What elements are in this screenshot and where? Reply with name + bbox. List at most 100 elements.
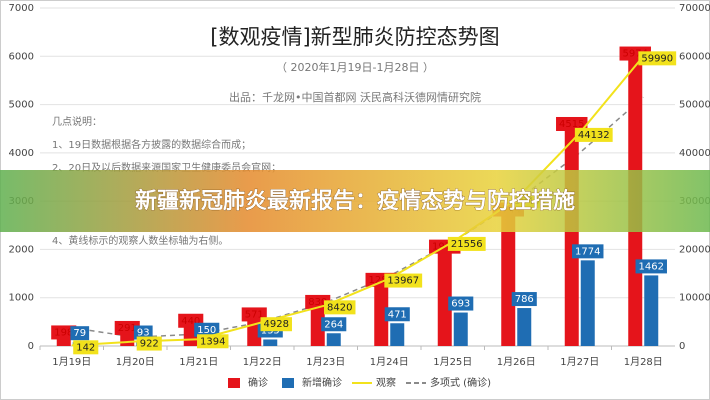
line [71,55,645,347]
data-label: 830 [308,297,327,308]
bar [56,336,71,346]
y-tick-label: 5000 [9,100,34,111]
data-label-box [51,325,77,340]
bar [644,275,659,346]
data-label-box [133,325,153,340]
legend-label: 确诊 [248,376,268,389]
x-tick-label: 1月22日 [243,356,282,368]
legend-label: 观察 [376,376,396,389]
data-label-box [511,292,537,307]
y-tick-label: 0 [28,341,34,352]
y2-tick-label: 10000 [679,293,710,304]
data-label-box [260,317,292,332]
data-label: 8420 [327,302,352,313]
y-tick-label: 6000 [9,51,34,62]
bar [501,213,516,346]
data-label-box [384,273,423,288]
data-label: 79 [73,328,86,339]
data-label-box [384,307,410,322]
banner [0,170,710,232]
note: 1、19日数据根据各方披露的数据综合而成； [52,138,251,151]
data-label: 93 [137,328,150,339]
y-tick-label: 2000 [9,244,34,255]
legend-swatch [228,378,240,388]
data-label: 922 [140,339,159,350]
data-label: 5974 [623,49,648,60]
data-label-box [324,300,356,315]
data-label-box [197,334,229,349]
bar [517,308,532,346]
data-label: 471 [388,309,407,320]
data-label: 693 [451,299,470,310]
bar [263,339,278,346]
x-tick-label: 1月23日 [306,356,345,368]
banner-text: 新疆新冠肺炎最新报告：疫情态势与防控措施 [135,188,575,214]
x-tick-label: 1月21日 [179,356,218,368]
subtitle: （ 2020年1月19日-1月28日 ） [276,60,434,74]
data-label: 291 [118,323,137,334]
data-label-box [70,326,90,341]
data-label: 4928 [264,319,289,330]
bar [437,250,452,346]
source: 出品：千龙网•中国首都网 沃民高科沃德网情研究院 [229,90,481,104]
data-label-box [114,320,140,335]
data-label: 21556 [451,239,483,250]
y-tick-label: 1000 [9,293,34,304]
data-label-box [448,296,474,311]
data-label-box [73,340,99,355]
data-label-box [635,259,667,274]
legend-label: 多项式 (确诊) [430,376,491,389]
note: 几点说明： [52,115,102,128]
data-label: 150 [197,325,216,336]
note: 4、黄线标示的观察人数坐标轴为右侧。 [52,234,228,247]
data-label: 142 [76,342,95,353]
x-tick-label: 1月27日 [560,356,599,368]
y2-tick-label: 20000 [679,244,710,255]
data-label: 44132 [578,130,610,141]
data-label-box [572,244,604,259]
x-tick-label: 1月26日 [497,356,536,368]
data-label: 4515 [559,119,584,130]
data-label: 1774 [575,246,600,257]
y2-tick-label: 40000 [679,148,710,159]
bar [564,127,579,347]
y2-tick-label: 50000 [679,100,710,111]
data-label: 198 [54,327,73,338]
bar [326,333,341,346]
x-tick-label: 1月25日 [433,356,472,368]
chart-title: [数观疫情]新型肺炎防控态势图 [210,25,499,49]
data-label: 264 [324,319,343,330]
y-tick-label: 7000 [9,3,34,14]
y2-tick-label: 70000 [679,3,710,14]
x-tick-label: 1月19日 [52,356,91,368]
data-label-box [447,236,486,251]
data-label-box [194,322,220,337]
data-label: 1287 [369,275,394,286]
bar [453,312,468,346]
bar [310,305,325,346]
x-tick-label: 1月20日 [116,356,155,368]
data-label-box [556,116,588,131]
data-label-box [136,336,162,351]
y-tick-label: 4000 [9,148,34,159]
data-label: 13967 [387,276,419,287]
data-label-box [638,51,677,66]
data-label: 1394 [200,336,225,347]
legend-swatch [282,378,294,388]
y2-tick-label: 0 [679,341,685,352]
data-label: 1462 [639,261,664,272]
data-label: 59990 [641,53,673,64]
data-label: 571 [245,309,264,320]
bar [374,283,389,346]
x-tick-label: 1月28日 [624,356,663,368]
data-label: 786 [515,294,534,305]
x-tick-label: 1月24日 [370,356,409,368]
data-label-box [321,317,347,332]
data-label: 440 [181,316,200,327]
bar [390,323,405,346]
data-label-box [574,127,613,142]
bar [580,260,595,346]
y2-tick-label: 60000 [679,51,710,62]
legend-label: 新增确诊 [302,376,342,389]
